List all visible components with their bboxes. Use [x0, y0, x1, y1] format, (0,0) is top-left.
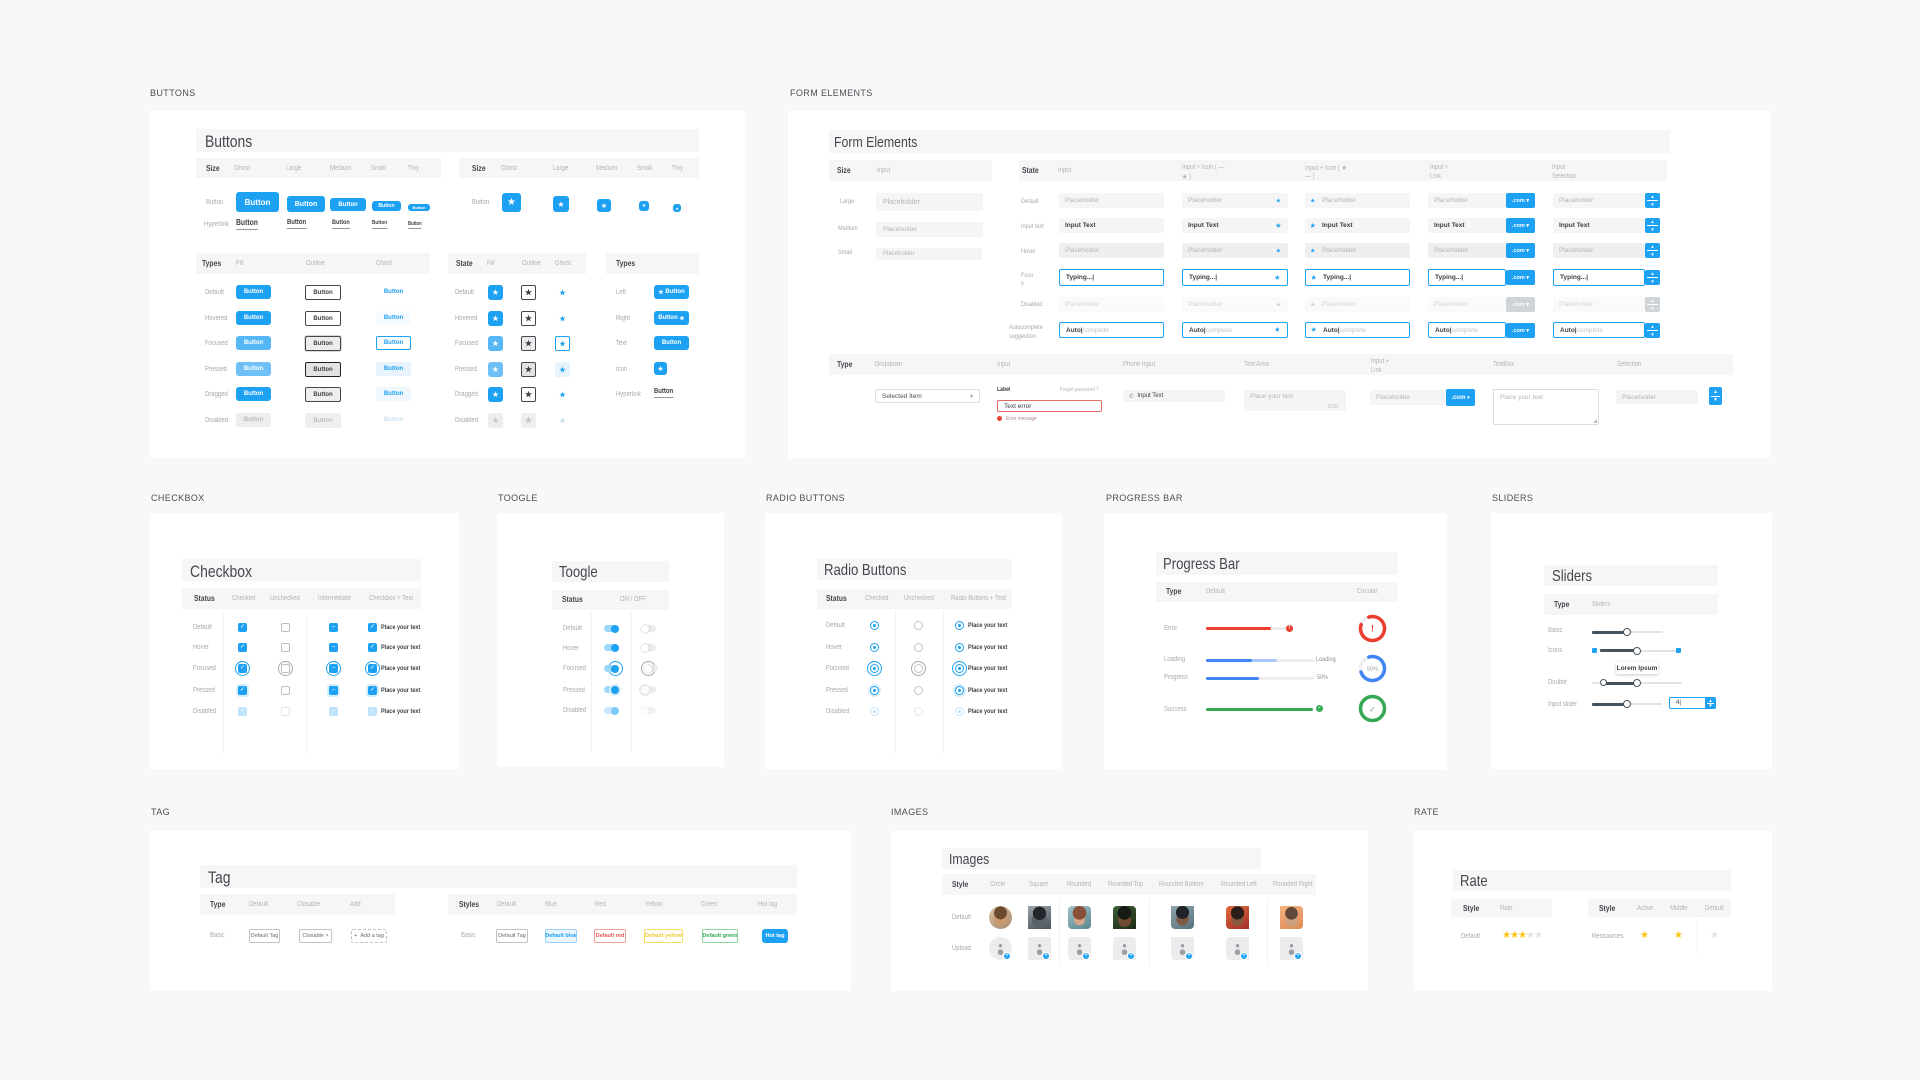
svg-text:50%: 50%: [1367, 667, 1378, 673]
svg-text:!: !: [1371, 624, 1374, 634]
svg-text:✓: ✓: [1369, 705, 1376, 714]
